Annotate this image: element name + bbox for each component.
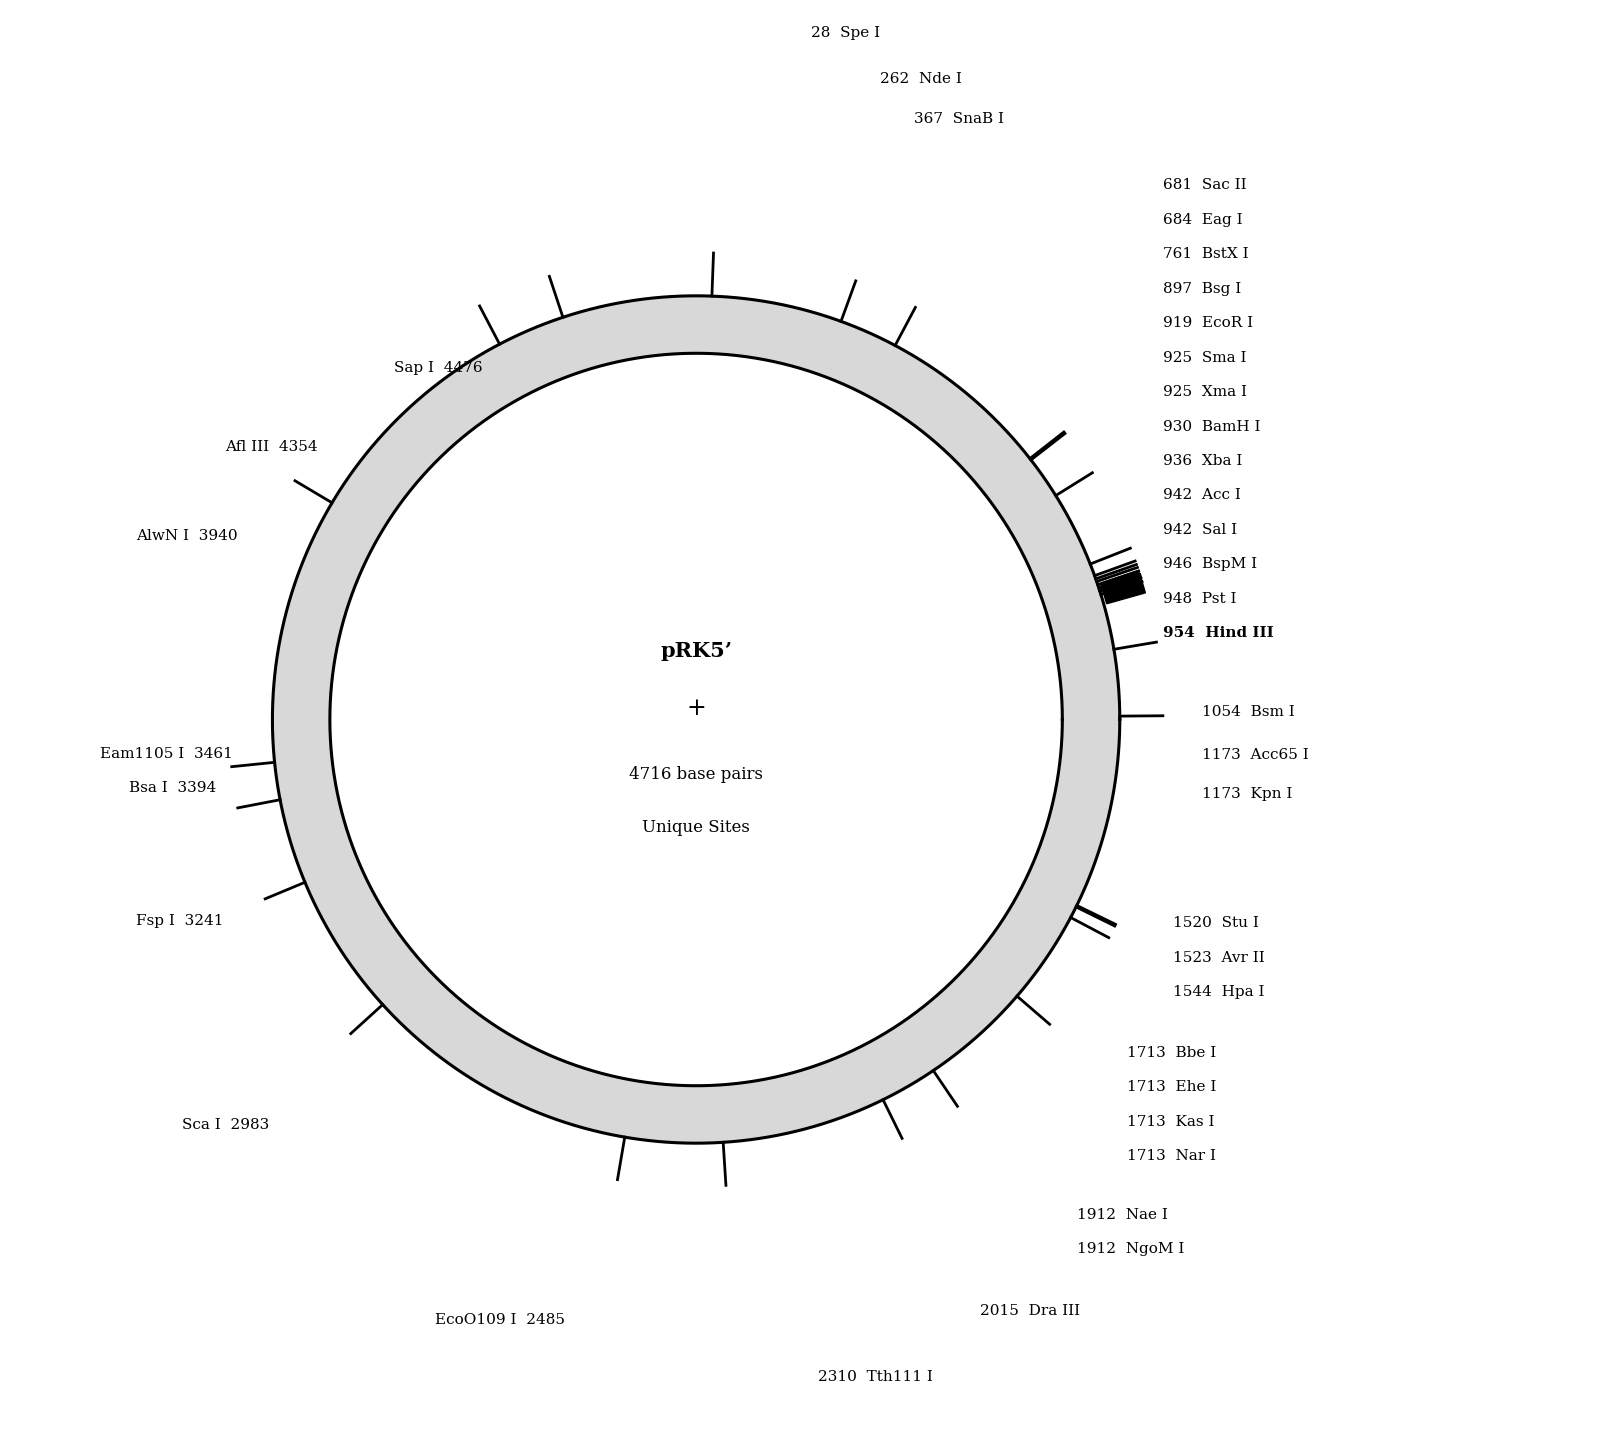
Text: 367  SnaB I: 367 SnaB I bbox=[915, 112, 1004, 127]
Text: 1713  Bbe I: 1713 Bbe I bbox=[1127, 1046, 1216, 1059]
Text: +: + bbox=[686, 696, 706, 720]
Text: 2310  Tth111 I: 2310 Tth111 I bbox=[817, 1370, 933, 1384]
Text: 2015  Dra III: 2015 Dra III bbox=[980, 1304, 1080, 1318]
Text: 761  BstX I: 761 BstX I bbox=[1163, 248, 1249, 260]
Text: 930  BamH I: 930 BamH I bbox=[1163, 420, 1260, 433]
Text: 946  BspM I: 946 BspM I bbox=[1163, 557, 1257, 571]
Text: Fsp I  3241: Fsp I 3241 bbox=[136, 914, 224, 928]
Text: 925  Sma I: 925 Sma I bbox=[1163, 351, 1246, 364]
Text: 1713  Nar I: 1713 Nar I bbox=[1127, 1150, 1216, 1163]
Text: 948  Pst I: 948 Pst I bbox=[1163, 591, 1236, 606]
Text: EcoO109 I  2485: EcoO109 I 2485 bbox=[435, 1312, 564, 1327]
Text: Eam1105 I  3461: Eam1105 I 3461 bbox=[101, 747, 234, 761]
Polygon shape bbox=[1100, 570, 1145, 604]
Text: 942  Sal I: 942 Sal I bbox=[1163, 522, 1238, 537]
Text: AlwN I  3940: AlwN I 3940 bbox=[136, 528, 237, 543]
Text: 925  Xma I: 925 Xma I bbox=[1163, 386, 1247, 399]
Text: 1173  Kpn I: 1173 Kpn I bbox=[1202, 787, 1293, 802]
Text: 681  Sac II: 681 Sac II bbox=[1163, 178, 1246, 193]
Text: 1544  Hpa I: 1544 Hpa I bbox=[1173, 986, 1265, 999]
Text: 1173  Acc65 I: 1173 Acc65 I bbox=[1202, 748, 1309, 763]
Text: Afl III  4354: Afl III 4354 bbox=[225, 440, 318, 453]
Text: 919  EcoR I: 919 EcoR I bbox=[1163, 317, 1254, 330]
Text: 262  Nde I: 262 Nde I bbox=[881, 72, 962, 86]
Text: 1713  Ehe I: 1713 Ehe I bbox=[1127, 1081, 1216, 1094]
Text: 684  Eag I: 684 Eag I bbox=[1163, 213, 1242, 227]
Text: pRK5’: pRK5’ bbox=[660, 640, 732, 661]
Text: 954  Hind III: 954 Hind III bbox=[1163, 626, 1273, 640]
Text: 942  Acc I: 942 Acc I bbox=[1163, 488, 1241, 502]
Text: 936  Xba I: 936 Xba I bbox=[1163, 453, 1242, 468]
Text: 1912  Nae I: 1912 Nae I bbox=[1077, 1207, 1168, 1222]
Text: 28  Spe I: 28 Spe I bbox=[811, 26, 881, 40]
Text: 1520  Stu I: 1520 Stu I bbox=[1173, 917, 1259, 931]
Text: 897  Bsg I: 897 Bsg I bbox=[1163, 282, 1241, 295]
Text: Unique Sites: Unique Sites bbox=[642, 819, 749, 836]
Text: 1523  Avr II: 1523 Avr II bbox=[1173, 951, 1265, 966]
Text: 1713  Kas I: 1713 Kas I bbox=[1127, 1115, 1215, 1128]
Text: Bsa I  3394: Bsa I 3394 bbox=[128, 781, 216, 796]
Text: 1912  NgoM I: 1912 NgoM I bbox=[1077, 1242, 1184, 1256]
Text: Sap I  4476: Sap I 4476 bbox=[394, 361, 483, 374]
Text: Sca I  2983: Sca I 2983 bbox=[182, 1118, 269, 1131]
Text: 4716 base pairs: 4716 base pairs bbox=[629, 766, 762, 783]
Text: 1054  Bsm I: 1054 Bsm I bbox=[1202, 705, 1294, 720]
